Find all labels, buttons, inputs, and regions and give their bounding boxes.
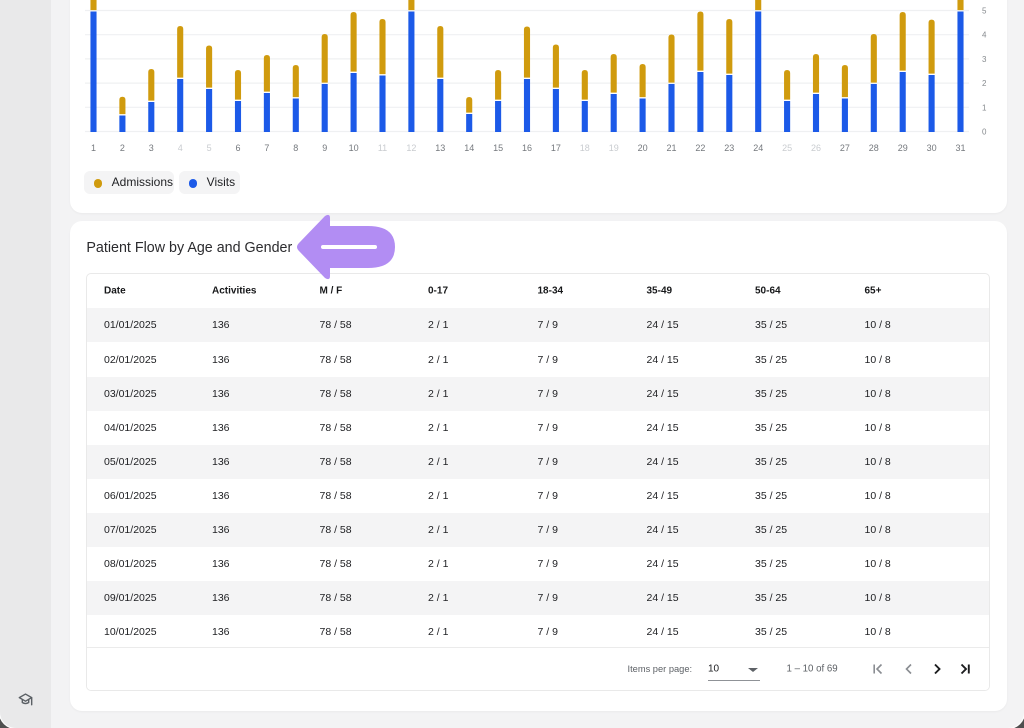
svg-text:29: 29 <box>898 143 908 153</box>
svg-text:0: 0 <box>982 128 987 137</box>
svg-text:18: 18 <box>580 143 590 153</box>
svg-text:9: 9 <box>322 143 327 153</box>
svg-text:8: 8 <box>293 143 298 153</box>
svg-text:24: 24 <box>753 143 763 153</box>
svg-text:23: 23 <box>724 143 734 153</box>
svg-text:1: 1 <box>91 143 96 153</box>
svg-text:4: 4 <box>982 31 987 40</box>
svg-text:21: 21 <box>666 143 676 153</box>
svg-text:17: 17 <box>551 143 561 153</box>
svg-text:11: 11 <box>378 143 387 153</box>
svg-text:22: 22 <box>695 143 705 153</box>
svg-text:5: 5 <box>207 143 212 153</box>
svg-text:2: 2 <box>982 79 987 88</box>
svg-text:30: 30 <box>927 143 937 153</box>
svg-text:7: 7 <box>264 143 269 153</box>
svg-text:19: 19 <box>609 143 619 153</box>
svg-text:2: 2 <box>120 143 125 153</box>
svg-text:3: 3 <box>982 55 987 64</box>
svg-text:20: 20 <box>638 143 648 153</box>
svg-text:10: 10 <box>349 143 359 153</box>
svg-text:3: 3 <box>149 143 154 153</box>
svg-text:15: 15 <box>493 143 503 153</box>
svg-text:14: 14 <box>464 143 474 153</box>
svg-text:16: 16 <box>522 143 532 153</box>
svg-text:5: 5 <box>982 7 987 16</box>
svg-text:27: 27 <box>840 143 850 153</box>
svg-text:6: 6 <box>235 143 240 153</box>
svg-text:28: 28 <box>869 143 879 153</box>
svg-text:4: 4 <box>178 143 183 153</box>
svg-text:31: 31 <box>955 143 965 153</box>
svg-text:1: 1 <box>982 103 987 112</box>
svg-text:13: 13 <box>435 143 445 153</box>
svg-text:25: 25 <box>782 143 792 153</box>
svg-text:26: 26 <box>811 143 821 153</box>
svg-text:12: 12 <box>406 143 416 153</box>
